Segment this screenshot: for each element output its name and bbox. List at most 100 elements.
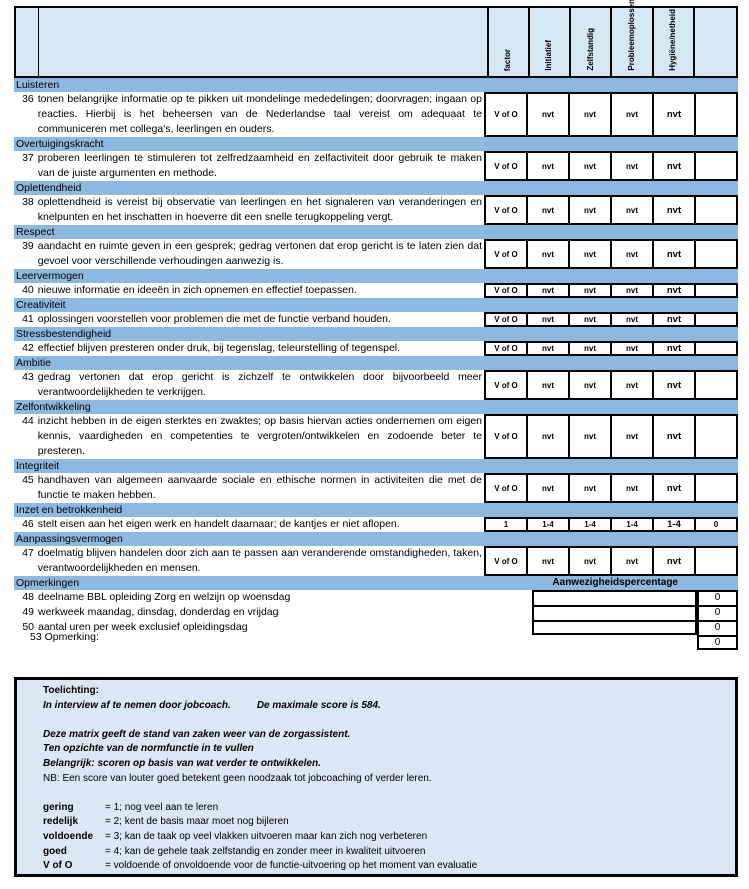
attendance-input[interactable] — [532, 620, 697, 635]
score-cell[interactable]: V of O — [486, 416, 528, 457]
remark-row: 50 aantal uren per week exclusief opleidi… — [14, 620, 738, 635]
score-cell[interactable]: nvt — [570, 241, 612, 267]
attendance-value[interactable]: 0 — [697, 635, 738, 650]
remark-number: 48 — [22, 591, 34, 603]
score-cell[interactable]: nvt — [528, 372, 570, 398]
header-text-cell — [39, 8, 489, 76]
score-cell[interactable] — [696, 153, 736, 179]
score-cell[interactable]: nvt — [528, 153, 570, 179]
legend-desc: = 1; nog veel aan te leren — [105, 801, 219, 813]
score-cell[interactable]: nvt — [654, 475, 696, 501]
score-cell[interactable] — [696, 314, 736, 325]
item-number: 44 — [22, 415, 34, 427]
score-cell[interactable]: nvt — [528, 241, 570, 267]
score-cell[interactable]: nvt — [570, 548, 612, 574]
score-cell[interactable] — [696, 94, 736, 135]
attendance-value[interactable]: 0 — [697, 605, 738, 620]
score-cell[interactable]: nvt — [612, 343, 654, 354]
score-cell[interactable] — [696, 343, 736, 354]
attendance-input[interactable] — [532, 605, 697, 620]
score-cell[interactable]: nvt — [528, 343, 570, 354]
score-cell[interactable]: nvt — [528, 548, 570, 574]
score-cell[interactable]: V of O — [486, 372, 528, 398]
attendance-value[interactable]: 0 — [697, 590, 738, 605]
score-cell[interactable]: nvt — [654, 285, 696, 296]
score-cell[interactable]: V of O — [486, 548, 528, 574]
score-cell[interactable]: 1-4 — [612, 519, 654, 530]
score-cell[interactable]: nvt — [612, 548, 654, 574]
score-cell[interactable]: nvt — [570, 197, 612, 223]
score-cell[interactable]: nvt — [612, 416, 654, 457]
score-cell[interactable]: nvt — [528, 94, 570, 135]
score-cell[interactable]: nvt — [654, 416, 696, 457]
score-cell[interactable]: nvt — [612, 94, 654, 135]
score-cell[interactable] — [696, 548, 736, 574]
score-cell[interactable]: 1-4 — [654, 519, 696, 530]
score-cell[interactable]: nvt — [570, 475, 612, 501]
legend-key: redelijk — [43, 816, 79, 828]
score-cell[interactable]: nvt — [612, 153, 654, 179]
score-cell[interactable] — [696, 197, 736, 223]
score-cell[interactable]: V of O — [486, 94, 528, 135]
score-cell[interactable]: V of O — [486, 153, 528, 179]
score-cell[interactable]: nvt — [654, 94, 696, 135]
competency-row: 42 effectief blijven presteren onder druk… — [14, 341, 738, 356]
score-cell[interactable]: V of O — [486, 343, 528, 354]
score-cell[interactable]: nvt — [570, 416, 612, 457]
score-cell[interactable]: nvt — [570, 314, 612, 325]
score-cell[interactable]: nvt — [528, 314, 570, 325]
score-cell[interactable]: nvt — [612, 241, 654, 267]
score-cell[interactable] — [696, 372, 736, 398]
score-cell[interactable]: nvt — [528, 475, 570, 501]
attendance-value[interactable]: 0 — [697, 620, 738, 635]
competency-row: 43 gedrag vertonen dat erop gericht is zi… — [14, 370, 738, 400]
score-cell[interactable]: nvt — [654, 241, 696, 267]
header-label: Probleemoplossen — [626, 0, 636, 71]
attendance-header: Aanwezigheidspercentage — [552, 577, 678, 588]
competency-row: 37 proberen leerlingen te stimuleren tot … — [14, 151, 738, 181]
competency-row: 40 nieuwe informatie en ideeën in zich op… — [14, 283, 738, 298]
legend-key: gering — [43, 801, 74, 813]
score-cell[interactable]: 0 — [713, 520, 719, 529]
score-cell[interactable]: nvt — [612, 372, 654, 398]
score-cell[interactable]: nvt — [654, 314, 696, 325]
legend-item: goed = 4; kan de gehele taak zelfstandig … — [43, 845, 735, 860]
score-cell[interactable]: 1 — [486, 519, 528, 530]
score-cell[interactable]: nvt — [654, 153, 696, 179]
item-description: nieuwe informatie en ideeën in zich opne… — [37, 284, 357, 296]
score-cell[interactable]: V of O — [486, 241, 528, 267]
score-cell[interactable]: nvt — [528, 197, 570, 223]
score-cell[interactable] — [696, 416, 736, 457]
attendance-input[interactable] — [532, 590, 697, 605]
score-cell[interactable]: nvt — [570, 94, 612, 135]
score-cell[interactable]: V of O — [486, 197, 528, 223]
score-cell[interactable]: nvt — [654, 548, 696, 574]
item-number: 36 — [22, 93, 34, 105]
score-cell[interactable]: V of O — [486, 475, 528, 501]
score-cell[interactable]: nvt — [654, 343, 696, 354]
score-cell[interactable]: nvt — [612, 285, 654, 296]
score-cell[interactable]: nvt — [612, 314, 654, 325]
score-cell[interactable]: nvt — [570, 285, 612, 296]
competency-row: 41 oplossingen voorstellen voor problemen… — [14, 312, 738, 327]
attendance-input[interactable] — [532, 635, 697, 650]
score-cell[interactable]: 1-4 — [570, 519, 612, 530]
score-cell[interactable]: V of O — [486, 314, 528, 325]
score-cell[interactable] — [696, 475, 736, 501]
score-cell[interactable] — [696, 241, 736, 267]
score-cell[interactable]: 1-4 — [528, 519, 570, 530]
score-cell[interactable]: nvt — [612, 197, 654, 223]
score-cell[interactable]: nvt — [528, 285, 570, 296]
score-cell[interactable]: nvt — [654, 372, 696, 398]
score-cell[interactable]: nvt — [654, 197, 696, 223]
category-header: Inzet en betrokkenheid — [14, 503, 738, 517]
score-cell[interactable]: nvt — [612, 475, 654, 501]
score-cell[interactable]: nvt — [570, 153, 612, 179]
score-cell[interactable]: nvt — [570, 343, 612, 354]
score-cell[interactable]: V of O — [486, 285, 528, 296]
category-label: Luisteren — [16, 79, 60, 91]
score-cell[interactable]: nvt — [528, 416, 570, 457]
score-cell[interactable] — [696, 285, 736, 296]
score-cell[interactable]: nvt — [570, 372, 612, 398]
